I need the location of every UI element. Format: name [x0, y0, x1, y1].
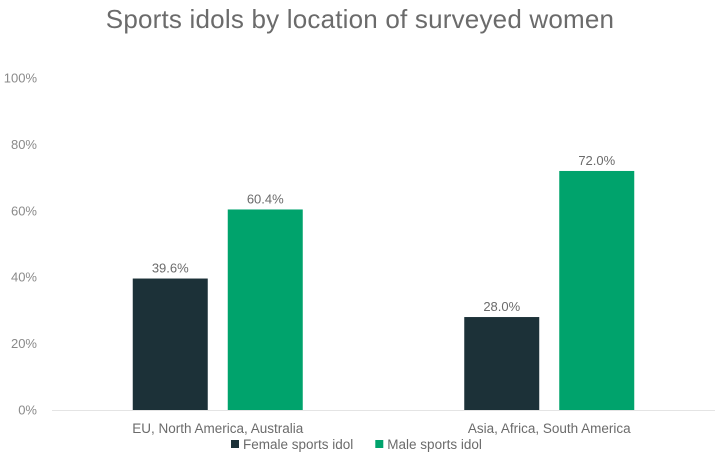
data-label: 39.6%: [152, 261, 189, 276]
data-label: 60.4%: [247, 191, 284, 206]
legend-label: Female sports idol: [243, 437, 353, 452]
bar: [227, 209, 303, 410]
y-tick-label: 20%: [11, 336, 37, 351]
bar: [132, 278, 208, 410]
bar: [559, 170, 635, 410]
legend-swatch: [375, 440, 384, 448]
category-label: Asia, Africa, South America: [468, 421, 631, 436]
legend-label: Male sports idol: [387, 437, 482, 452]
bar: [464, 317, 540, 410]
y-tick-label: 60%: [11, 203, 37, 218]
chart-title: Sports idols by location of surveyed wom…: [105, 4, 615, 34]
data-label: 28.0%: [483, 299, 520, 314]
data-label: 72.0%: [578, 153, 615, 168]
y-tick-label: 0%: [18, 403, 37, 418]
category-label: EU, North America, Australia: [132, 421, 304, 436]
y-tick-label: 100%: [4, 71, 38, 86]
y-tick-label: 40%: [11, 270, 37, 285]
legend-swatch: [231, 440, 239, 448]
y-tick-label: 80%: [11, 137, 37, 152]
